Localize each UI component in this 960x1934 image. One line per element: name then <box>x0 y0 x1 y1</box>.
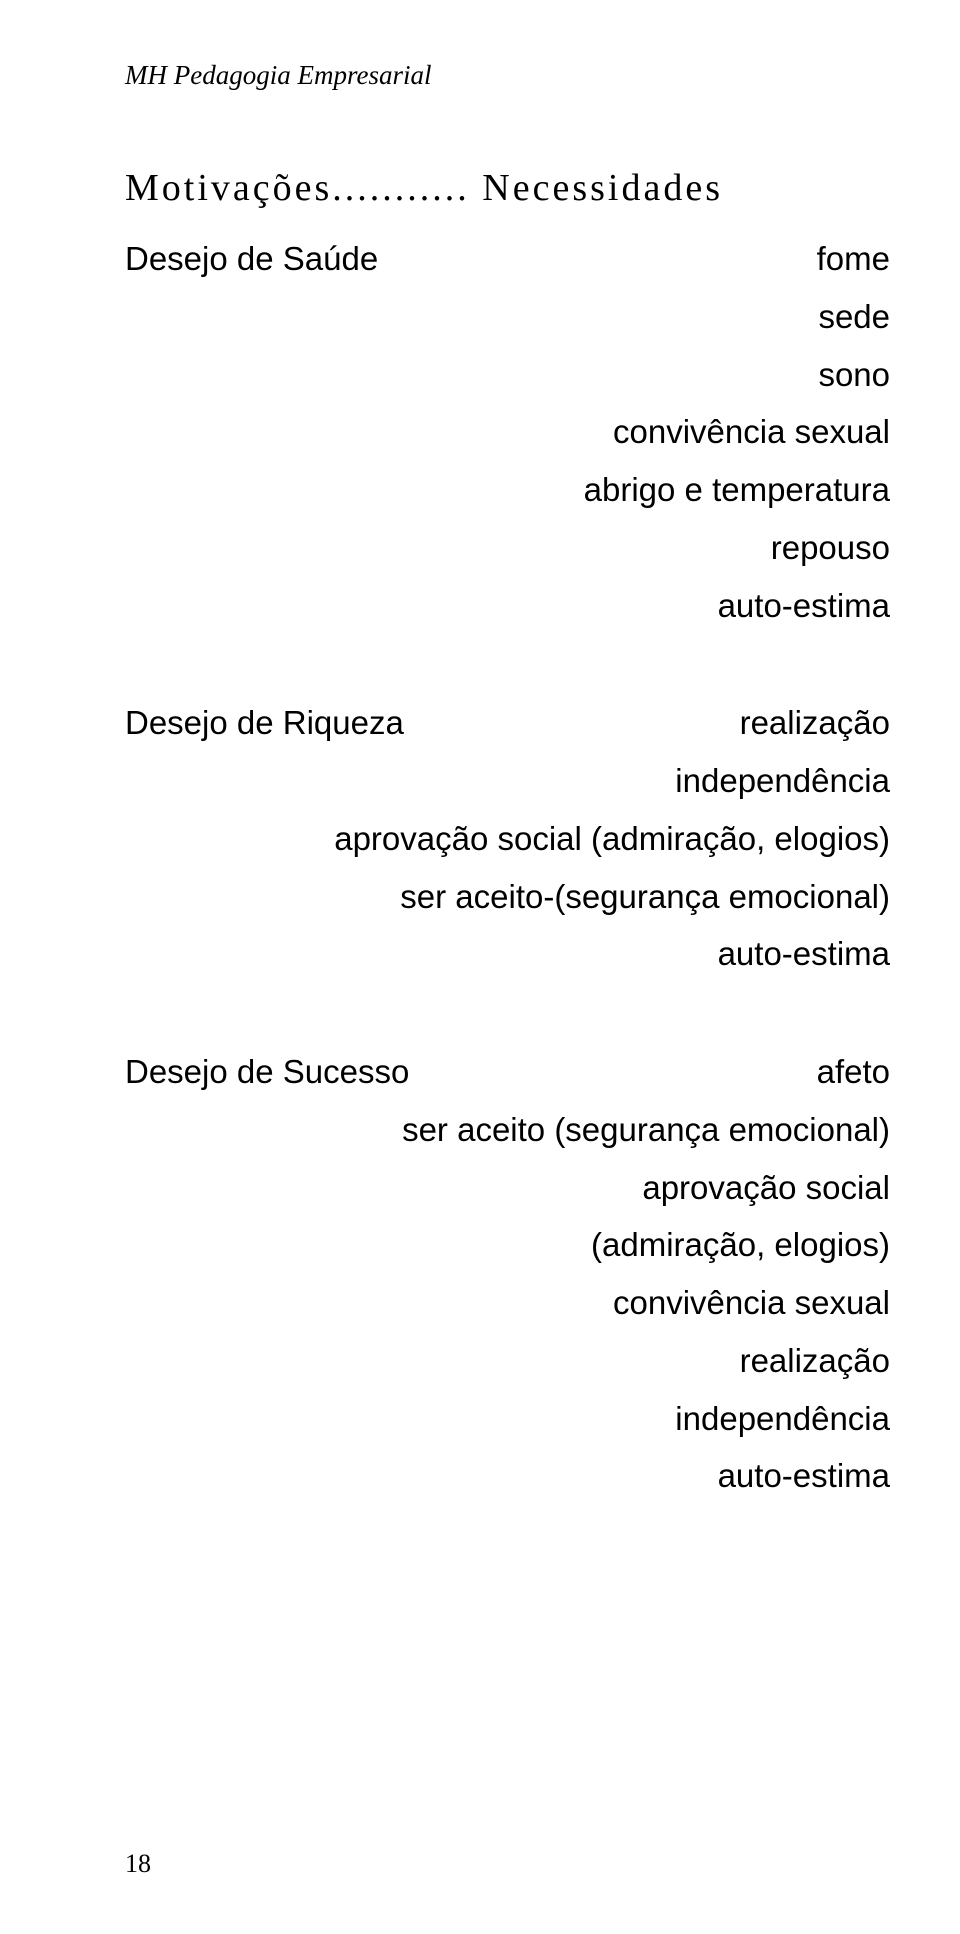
section-item: (admiração, elogios) <box>125 1216 890 1274</box>
section-item: afeto <box>817 1043 890 1101</box>
section-label: Desejo de Riqueza <box>125 694 404 752</box>
section-row: Desejo de Riqueza realização <box>125 694 890 752</box>
section-row: Desejo de Saúde fome <box>125 230 890 288</box>
section-item: auto-estima <box>125 1447 890 1505</box>
page-number: 18 <box>125 1849 151 1879</box>
section-item: abrigo e temperatura <box>125 461 890 519</box>
section-item: auto-estima <box>125 925 890 983</box>
page-title: Motivações........... Necessidades <box>125 166 890 210</box>
section-item: sono <box>125 346 890 404</box>
section-item: aprovação social (admiração, elogios) <box>125 810 890 868</box>
section-item: convivência sexual <box>125 403 890 461</box>
section-item: ser aceito-(segurança emocional) <box>125 868 890 926</box>
section-item: aprovação social <box>125 1159 890 1217</box>
document-header: MH Pedagogia Empresarial <box>125 60 890 91</box>
section-item: independência <box>125 752 890 810</box>
section-item: sede <box>125 288 890 346</box>
section-item: ser aceito (segurança emocional) <box>125 1101 890 1159</box>
section-item: independência <box>125 1390 890 1448</box>
section-label: Desejo de Saúde <box>125 230 378 288</box>
section-item: realização <box>740 694 890 752</box>
section-item: repouso <box>125 519 890 577</box>
section-item: realização <box>125 1332 890 1390</box>
section-item: auto-estima <box>125 577 890 635</box>
section-row: Desejo de Sucesso afeto <box>125 1043 890 1101</box>
section-label: Desejo de Sucesso <box>125 1043 409 1101</box>
section-item: fome <box>817 230 890 288</box>
section-item: convivência sexual <box>125 1274 890 1332</box>
